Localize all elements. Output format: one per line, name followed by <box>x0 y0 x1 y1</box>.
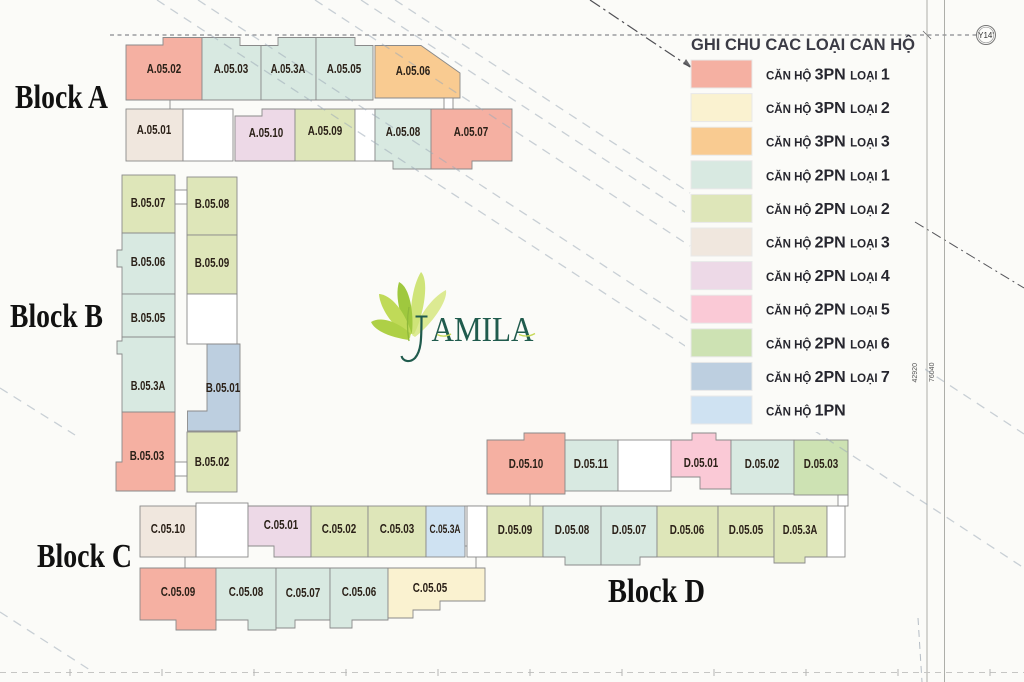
svg-text:Block B: Block B <box>10 298 103 335</box>
svg-text:C.05.3A: C.05.3A <box>430 522 461 536</box>
svg-text:D.05.07: D.05.07 <box>612 522 647 537</box>
svg-text:A.05.09: A.05.09 <box>308 123 343 138</box>
svg-text:C.05.02: C.05.02 <box>322 521 357 536</box>
svg-text:CĂN HỘ 3PN LOẠI 2: CĂN HỘ 3PN LOẠI 2 <box>766 100 890 117</box>
svg-text:AMILA: AMILA <box>432 310 535 349</box>
svg-text:76040: 76040 <box>929 362 936 382</box>
svg-text:C.05.06: C.05.06 <box>342 584 377 599</box>
svg-text:CĂN HỘ 2PN LOẠI 6: CĂN HỘ 2PN LOẠI 6 <box>766 335 890 352</box>
svg-text:D.05.10: D.05.10 <box>509 456 544 471</box>
svg-text:C.05.07: C.05.07 <box>286 585 321 600</box>
svg-text:Block A: Block A <box>15 79 108 116</box>
svg-text:A.05.10: A.05.10 <box>249 125 284 140</box>
svg-text:CĂN HỘ 3PN LOẠI 3: CĂN HỘ 3PN LOẠI 3 <box>766 134 890 151</box>
svg-text:A.05.03: A.05.03 <box>214 61 249 76</box>
svg-text:CĂN HỘ 2PN LOẠI 4: CĂN HỘ 2PN LOẠI 4 <box>766 268 890 285</box>
svg-text:CĂN HỘ 2PN LOẠI 5: CĂN HỘ 2PN LOẠI 5 <box>766 302 890 319</box>
svg-text:C.05.03: C.05.03 <box>380 521 415 536</box>
svg-text:D.05.3A: D.05.3A <box>783 522 818 537</box>
svg-text:A.05.07: A.05.07 <box>454 124 489 139</box>
svg-text:C.05.08: C.05.08 <box>229 584 264 599</box>
svg-text:A.05.3A: A.05.3A <box>271 61 306 76</box>
svg-text:CĂN HỘ 2PN LOẠI 3: CĂN HỘ 2PN LOẠI 3 <box>766 235 890 252</box>
svg-text:42920: 42920 <box>912 363 919 383</box>
svg-text:D.05.06: D.05.06 <box>670 522 705 537</box>
svg-text:C.05.01: C.05.01 <box>264 517 299 532</box>
svg-text:B.05.08: B.05.08 <box>195 196 230 211</box>
svg-text:C.05.05: C.05.05 <box>413 580 448 595</box>
svg-text:B.05.01: B.05.01 <box>206 380 241 395</box>
svg-text:A.05.06: A.05.06 <box>396 63 431 78</box>
svg-text:CĂN HỘ 1PN: CĂN HỘ 1PN <box>766 403 846 420</box>
svg-text:D.05.11: D.05.11 <box>574 456 609 471</box>
svg-text:B.05.02: B.05.02 <box>195 454 230 469</box>
svg-text:Y14': Y14' <box>978 31 994 40</box>
svg-text:B.05.09: B.05.09 <box>195 255 230 270</box>
svg-text:C.05.10: C.05.10 <box>151 521 186 536</box>
svg-text:B.05.07: B.05.07 <box>131 195 166 210</box>
svg-text:A.05.02: A.05.02 <box>147 61 182 76</box>
svg-text:D.05.05: D.05.05 <box>729 522 764 537</box>
svg-text:Block D: Block D <box>608 573 705 610</box>
svg-text:D.05.01: D.05.01 <box>684 455 719 470</box>
svg-text:CĂN HỘ 3PN LOẠI 1: CĂN HỘ 3PN LOẠI 1 <box>766 67 890 84</box>
svg-text:CĂN HỘ 2PN LOẠI 2: CĂN HỘ 2PN LOẠI 2 <box>766 201 890 218</box>
svg-text:Block C: Block C <box>37 538 132 575</box>
svg-text:CĂN HỘ 2PN LOẠI 7: CĂN HỘ 2PN LOẠI 7 <box>766 369 890 386</box>
svg-text:B.05.3A: B.05.3A <box>131 378 166 393</box>
svg-text:B.05.06: B.05.06 <box>131 254 166 269</box>
svg-text:CĂN HỘ 2PN LOẠI 1: CĂN HỘ 2PN LOẠI 1 <box>766 167 890 184</box>
svg-text:A.05.01: A.05.01 <box>137 122 172 137</box>
svg-text:A.05.08: A.05.08 <box>386 124 421 139</box>
svg-text:A.05.05: A.05.05 <box>327 61 362 76</box>
svg-text:D.05.08: D.05.08 <box>555 522 590 537</box>
svg-text:D.05.03: D.05.03 <box>804 456 839 471</box>
svg-text:GHI CHU CAC LOẠI CAN HỘ: GHI CHU CAC LOẠI CAN HỘ <box>691 35 915 54</box>
svg-text:D.05.02: D.05.02 <box>745 456 780 471</box>
svg-text:B.05.03: B.05.03 <box>130 448 165 463</box>
svg-text:C.05.09: C.05.09 <box>161 584 196 599</box>
svg-text:D.05.09: D.05.09 <box>498 522 533 537</box>
svg-text:B.05.05: B.05.05 <box>131 310 166 325</box>
